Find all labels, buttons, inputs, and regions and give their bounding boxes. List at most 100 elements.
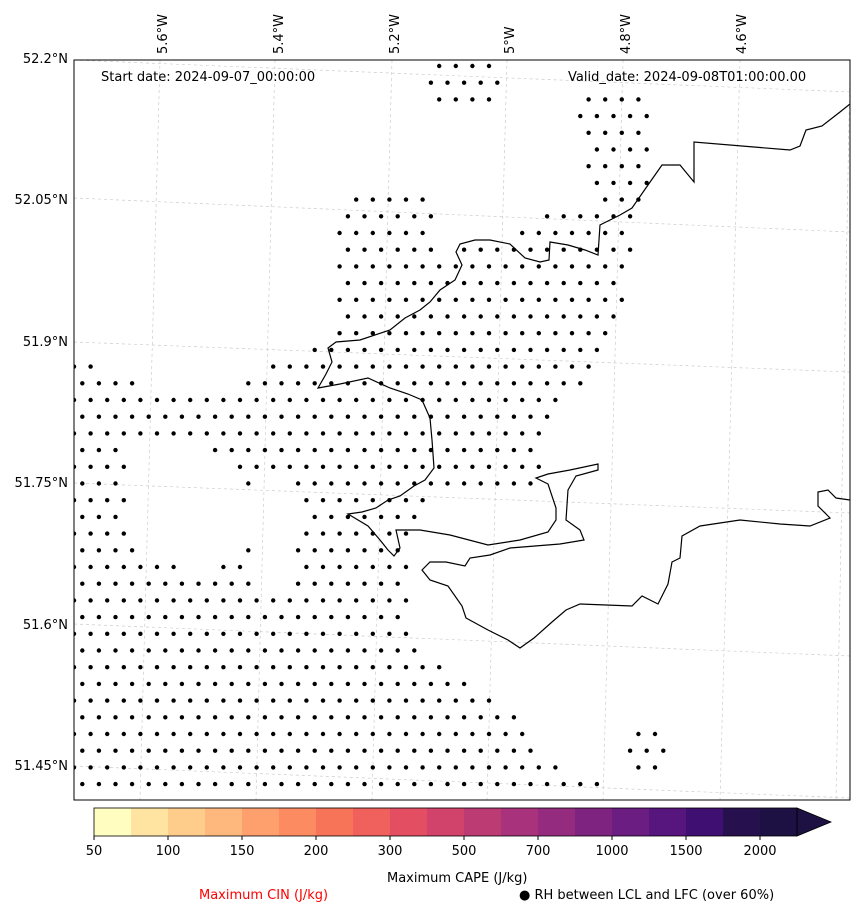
hatch-dot (196, 414, 201, 419)
hatch-dot (345, 581, 351, 586)
hatch-dot (129, 614, 135, 620)
hatch-dot (337, 731, 342, 737)
coastline (316, 103, 850, 649)
hatch-dot (329, 514, 334, 520)
hatch-dot (121, 564, 127, 570)
hatch-dot (354, 230, 359, 236)
hatch-dot (412, 314, 417, 319)
hatch-dot (536, 331, 541, 336)
hatch-dot (569, 264, 575, 269)
colorbar-title: Maximum CAPE (J/kg) (387, 871, 528, 886)
hatch-dot (271, 464, 276, 469)
lon-label-5-4: 5.4°W (272, 13, 287, 54)
hatch-dot (495, 80, 500, 85)
hatch-dot (179, 614, 185, 620)
hatch-dot (495, 781, 500, 787)
hatch-dot (96, 548, 102, 553)
hatch-dot (387, 731, 392, 737)
hatch-dot (520, 464, 525, 469)
lon-label-5-2: 5.2°W (388, 13, 403, 54)
hatch-dot (312, 381, 317, 386)
hatch-dot (329, 481, 334, 486)
hatch-dot (362, 247, 367, 252)
hatch-dot (578, 113, 583, 119)
hatch-dot (403, 431, 409, 436)
hatch-dot (179, 781, 185, 787)
hatch-dot (113, 447, 118, 453)
hatch-dot (295, 447, 301, 453)
hatch-dot (354, 765, 359, 770)
hatch-dot (603, 331, 608, 336)
hatch-dot (295, 715, 301, 720)
hatch-dot (378, 481, 384, 486)
hatch-dot (121, 631, 127, 636)
hatch-dot (254, 731, 259, 737)
hatch-dot (362, 581, 367, 586)
hatch-dot (129, 781, 135, 787)
hatch-dot (337, 464, 342, 469)
hatch-dot (470, 97, 475, 102)
hatch-dot (121, 665, 127, 670)
hatch-dot (420, 197, 425, 202)
hatch-dot (246, 715, 251, 720)
hatch-dot (287, 731, 292, 737)
hatch-dot (271, 665, 276, 670)
hatch-dot (528, 381, 533, 386)
colorbar-segment (168, 808, 206, 836)
hatch-dot (354, 631, 359, 636)
cin-legend-label: Maximum CIN (J/kg) (199, 888, 329, 903)
hatch-dot (204, 765, 209, 770)
hatch-dot (188, 631, 193, 636)
hatch-dot (412, 715, 417, 720)
hatch-dot (586, 364, 591, 369)
hatch-dot (412, 648, 417, 653)
hatch-dot (212, 581, 218, 586)
hatch-dot (387, 397, 392, 403)
hatch-dot (154, 564, 160, 570)
hatch-dot (520, 397, 525, 403)
hatch-dot (486, 331, 492, 336)
hatch-dot (80, 748, 85, 753)
hatch-dot (445, 447, 450, 453)
hatch-dot (412, 214, 417, 219)
hatch-dot (345, 715, 351, 720)
hatch-dot (237, 464, 243, 469)
hatch-dot (304, 698, 309, 703)
hatch-dot (470, 698, 475, 703)
hatch-dot (212, 614, 218, 620)
hatch-dot (121, 731, 127, 737)
hatch-dot (511, 381, 517, 386)
hatch-dot (511, 280, 517, 286)
hatch-dot (520, 731, 525, 737)
hatch-dot (387, 331, 392, 336)
hatch-dot (453, 765, 458, 770)
hatch-dot (163, 614, 168, 620)
hatch-dot (387, 765, 392, 770)
hatch-dot (420, 431, 425, 436)
colorbar-tick-label: 100 (155, 844, 181, 859)
hatch-dot (378, 314, 384, 319)
hatch-dot (121, 698, 127, 703)
hatch-dot (88, 564, 93, 570)
hatch-dot (188, 431, 193, 436)
hatch-dot (295, 681, 301, 687)
hatch-dot (511, 715, 517, 720)
hatch-dot (96, 447, 102, 453)
hatch-dot (271, 364, 276, 369)
hatch-dot (121, 431, 127, 436)
hatch-dot (586, 331, 591, 336)
hatch-dot (74, 598, 77, 603)
hatch-dot (644, 113, 649, 119)
hatch-dot (395, 414, 400, 419)
hatch-dot (262, 781, 268, 787)
hatch-dot (295, 414, 301, 419)
hatch-dot (171, 731, 176, 737)
hatch-dot (221, 631, 226, 636)
hatch-dot (271, 598, 276, 603)
hatch-dot (74, 731, 77, 737)
hatch-dot (96, 781, 102, 787)
hatch-dot (428, 481, 434, 486)
hatch-dot (428, 280, 434, 286)
hatch-dot (304, 765, 309, 770)
hatch-dot (262, 381, 268, 386)
